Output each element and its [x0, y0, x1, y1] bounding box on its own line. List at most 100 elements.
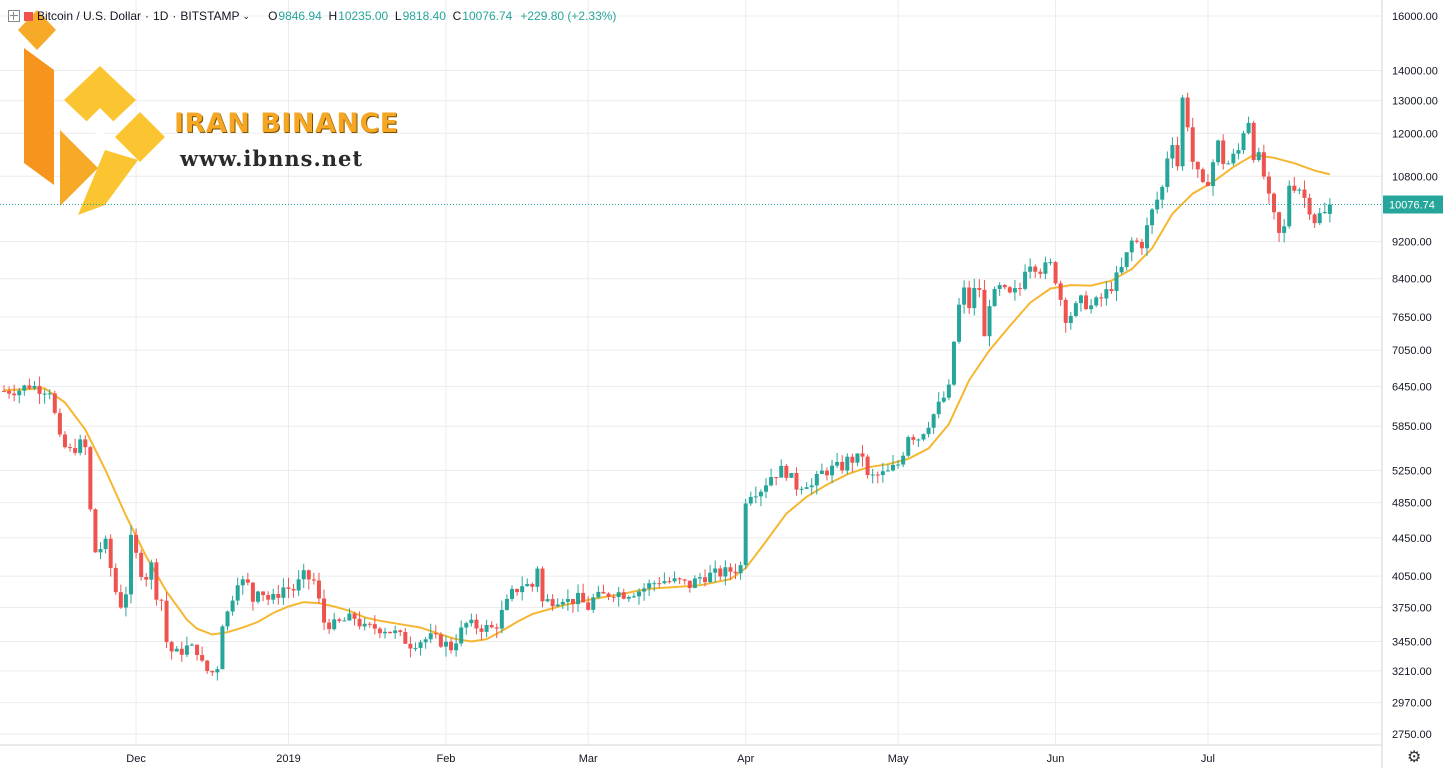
candle[interactable] — [195, 644, 200, 661]
candle[interactable] — [977, 279, 982, 298]
candle[interactable] — [357, 611, 362, 630]
candle[interactable] — [906, 435, 911, 458]
candle[interactable] — [322, 589, 327, 631]
candle[interactable] — [911, 434, 916, 445]
candle[interactable] — [794, 467, 799, 496]
candle[interactable] — [565, 589, 570, 611]
candle[interactable] — [1261, 144, 1266, 180]
candle[interactable] — [1251, 120, 1256, 163]
candle[interactable] — [230, 595, 235, 616]
candle[interactable] — [784, 464, 789, 481]
candle[interactable] — [921, 433, 926, 442]
candle[interactable] — [616, 586, 621, 607]
candle[interactable] — [1114, 265, 1119, 301]
candle[interactable] — [824, 467, 829, 481]
candle[interactable] — [93, 508, 98, 553]
candle[interactable] — [372, 615, 377, 635]
candle[interactable] — [332, 612, 337, 631]
candle[interactable] — [621, 588, 626, 600]
candle[interactable] — [891, 454, 895, 472]
candle[interactable] — [83, 435, 88, 455]
candle[interactable] — [642, 583, 647, 601]
candle[interactable] — [987, 299, 992, 347]
candle[interactable] — [1109, 281, 1114, 294]
candle[interactable] — [1155, 191, 1160, 214]
candle[interactable] — [601, 584, 606, 594]
candle[interactable] — [316, 572, 321, 604]
candle[interactable] — [774, 476, 779, 486]
candle[interactable] — [2, 385, 6, 393]
candle[interactable] — [57, 408, 62, 437]
candle[interactable] — [154, 558, 159, 606]
candle[interactable] — [855, 453, 860, 466]
candle[interactable] — [525, 578, 530, 587]
expand-icon[interactable] — [8, 10, 20, 22]
candle[interactable] — [769, 468, 774, 487]
candle[interactable] — [957, 298, 962, 344]
candle[interactable] — [347, 608, 352, 621]
candle[interactable] — [78, 434, 83, 456]
candle[interactable] — [327, 618, 332, 634]
candle[interactable] — [494, 623, 499, 639]
time-axis[interactable]: Dec 2019 Feb Mar Apr May Jun Jul — [0, 744, 1382, 765]
candle[interactable] — [520, 576, 525, 601]
candle[interactable] — [443, 635, 448, 657]
candle[interactable] — [7, 386, 12, 399]
candle[interactable] — [398, 629, 403, 637]
candle[interactable] — [469, 613, 474, 627]
candle[interactable] — [723, 560, 728, 586]
candle[interactable] — [504, 594, 509, 611]
candle[interactable] — [931, 413, 936, 434]
candle[interactable] — [159, 598, 164, 611]
candle[interactable] — [1297, 187, 1302, 195]
candle[interactable] — [484, 619, 489, 638]
candle[interactable] — [535, 566, 540, 593]
candle[interactable] — [271, 588, 276, 604]
candle[interactable] — [144, 573, 149, 587]
candle[interactable] — [652, 580, 657, 592]
candle[interactable] — [276, 584, 281, 605]
candle[interactable] — [992, 286, 997, 307]
candle[interactable] — [479, 624, 484, 641]
candle[interactable] — [1185, 92, 1190, 132]
candle[interactable] — [408, 636, 413, 658]
candle[interactable] — [311, 572, 316, 585]
candle[interactable] — [814, 470, 819, 495]
candle[interactable] — [967, 280, 972, 315]
candle[interactable] — [149, 559, 154, 590]
candle[interactable] — [591, 593, 596, 613]
candle[interactable] — [647, 579, 652, 597]
candle[interactable] — [499, 600, 504, 634]
candle[interactable] — [286, 577, 291, 599]
flag-icon[interactable] — [24, 11, 33, 21]
candle[interactable] — [703, 569, 708, 587]
candle[interactable] — [205, 660, 210, 674]
candle[interactable] — [1205, 173, 1210, 187]
candle[interactable] — [12, 384, 17, 402]
candle[interactable] — [682, 578, 687, 585]
candle[interactable] — [215, 666, 220, 681]
candle[interactable] — [1200, 167, 1205, 184]
candle[interactable] — [1078, 294, 1083, 312]
candle[interactable] — [550, 594, 555, 611]
candle[interactable] — [581, 583, 586, 603]
candle[interactable] — [1272, 192, 1276, 220]
candle[interactable] — [1063, 297, 1068, 333]
candle[interactable] — [697, 572, 702, 585]
candle[interactable] — [1231, 148, 1236, 166]
candle[interactable] — [560, 598, 565, 609]
candle[interactable] — [1028, 258, 1033, 279]
candle[interactable] — [515, 588, 520, 596]
candle[interactable] — [1327, 198, 1332, 223]
candle[interactable] — [941, 391, 946, 404]
candle[interactable] — [352, 611, 357, 626]
candle[interactable] — [830, 459, 835, 484]
candle[interactable] — [1180, 95, 1185, 171]
candle[interactable] — [1139, 238, 1144, 255]
candle[interactable] — [748, 491, 753, 506]
candle[interactable] — [1307, 193, 1312, 221]
candle[interactable] — [962, 280, 967, 314]
candle[interactable] — [840, 455, 845, 474]
candle[interactable] — [225, 610, 230, 631]
